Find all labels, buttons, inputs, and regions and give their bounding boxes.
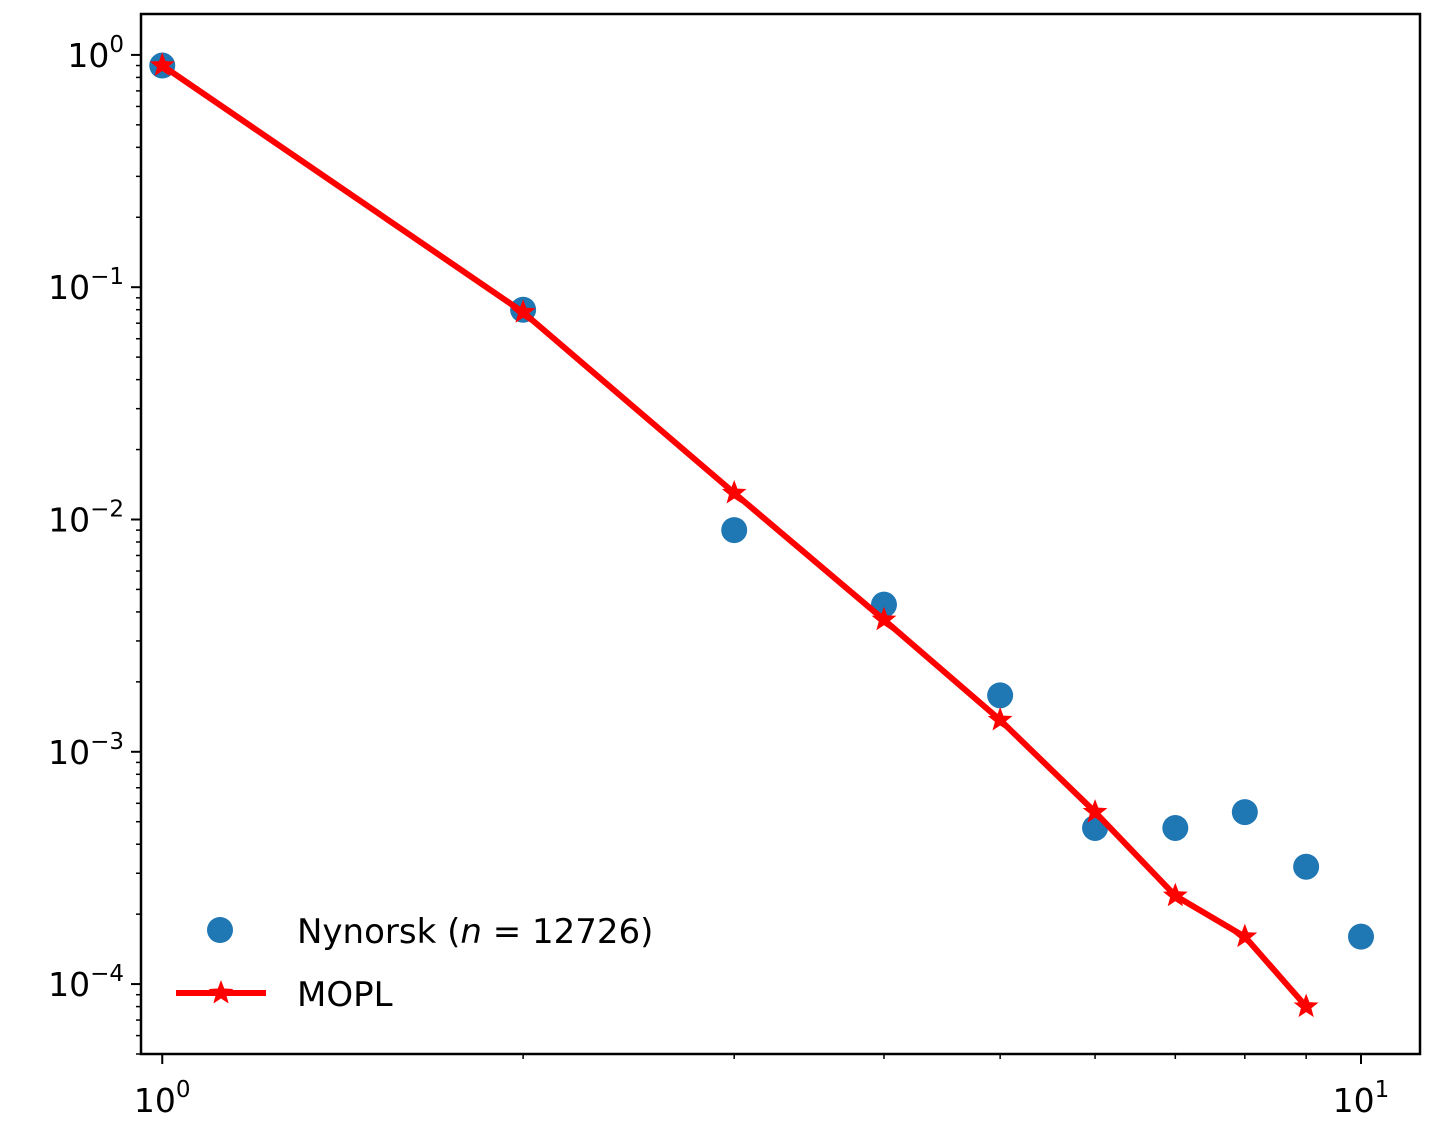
- axis-ticks: 100 10−1 10−2 10−3 10−4 100 101: [48, 32, 1389, 1120]
- y-tick-label: 10−3: [48, 729, 124, 772]
- nynorsk-point-3: [721, 517, 748, 544]
- y-tick-label: 100: [67, 32, 124, 75]
- nynorsk-point-7: [1162, 814, 1189, 841]
- x-tick-label: 100: [134, 1077, 191, 1120]
- legend-star-mopl: [208, 980, 234, 1004]
- y-tick-label: 10−1: [48, 264, 124, 307]
- mopl-point-3: [721, 480, 747, 504]
- plot-area: [149, 52, 1374, 1018]
- mopl-point-5: [987, 707, 1013, 731]
- mopl-point-6: [1082, 799, 1108, 823]
- nynorsk-point-8: [1231, 799, 1258, 826]
- mopl-point-2: [510, 299, 536, 323]
- legend-marker-nynorsk: [207, 917, 233, 943]
- legend-label-nynorsk: Nynorsk (n = 12726): [297, 912, 653, 952]
- mopl-point-1: [149, 52, 175, 77]
- nynorsk-point-9: [1293, 853, 1320, 880]
- nynorsk-point-10: [1348, 923, 1374, 950]
- legend: Nynorsk (n = 12726) MOPL: [176, 912, 653, 1015]
- y-tick-label: 10−4: [48, 961, 124, 1004]
- mopl-point-9: [1293, 993, 1319, 1018]
- nynorsk-point-5: [987, 682, 1014, 709]
- mopl-point-7: [1162, 882, 1188, 907]
- y-tick-label: 10−2: [48, 496, 124, 539]
- legend-label-mopl: MOPL: [297, 975, 393, 1015]
- x-tick-label: 101: [1333, 1077, 1390, 1120]
- mopl-point-4: [871, 606, 897, 631]
- axes-frame: [139, 12, 1422, 1056]
- mopl-point-8: [1232, 923, 1258, 948]
